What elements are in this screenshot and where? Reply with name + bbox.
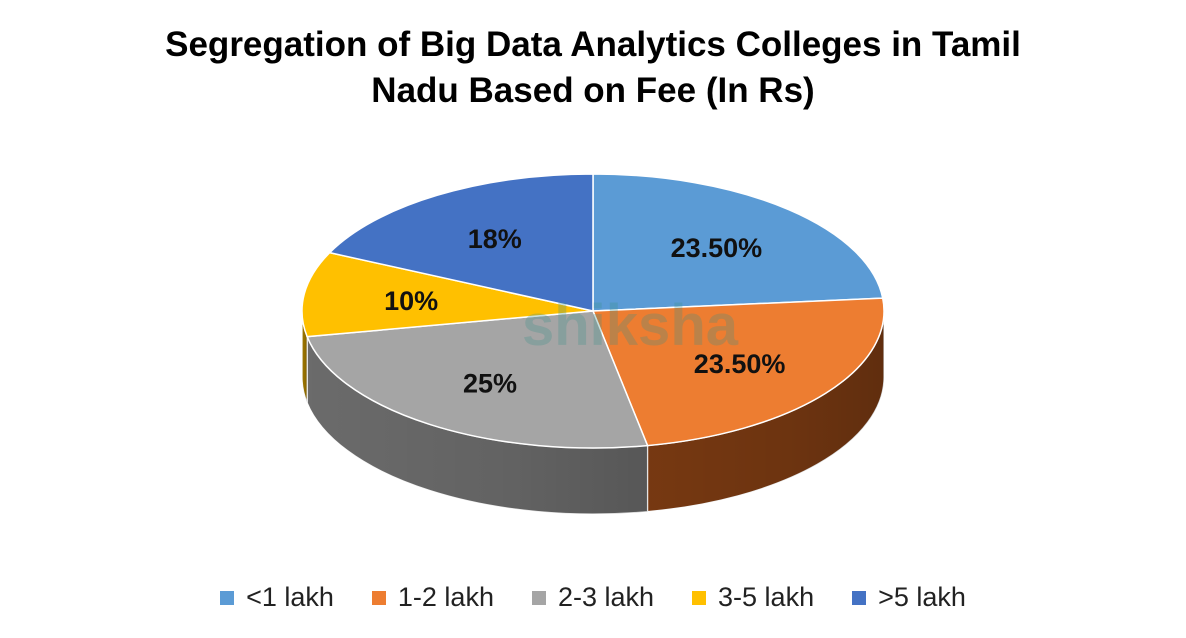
- legend-label-0: <1 lakh: [246, 582, 334, 612]
- chart-title-line-1: Segregation of Big Data Analytics Colleg…: [165, 25, 1021, 64]
- legend-item-2: 2-3 lakh: [531, 582, 655, 613]
- pie-side-2: [307, 336, 648, 515]
- pie-slice-4: [328, 173, 594, 312]
- legend-swatch-3: [692, 590, 707, 605]
- legend: <1 lakh 1-2 lakh 2-3 lakh 3-5 lakh >5 lakh: [0, 582, 1186, 613]
- pie-data-label-2: 25%: [463, 368, 517, 398]
- pie-sides: [301, 310, 885, 515]
- pie-data-label-1: 23.50%: [694, 349, 786, 379]
- legend-item-1: 1-2 lakh: [371, 582, 494, 613]
- pie-slice-0: [592, 173, 884, 312]
- pie-tops: [301, 173, 885, 449]
- pie-data-label-4: 18%: [468, 224, 522, 254]
- pie-data-label-3: 10%: [384, 286, 438, 316]
- legend-label-3: 3-5 lakh: [718, 582, 815, 612]
- legend-item-0: <1 lakh: [220, 582, 334, 613]
- legend-item-3: 3-5 lakh: [692, 582, 814, 613]
- legend-label-2: 2-3 lakh: [557, 582, 655, 612]
- pie-side-1: [647, 311, 884, 512]
- chart-title: Segregation of Big Data Analytics Colleg…: [0, 22, 1186, 114]
- legend-swatch-1: [371, 590, 386, 605]
- legend-item-4: >5 lakh: [852, 582, 966, 613]
- pie-data-label-0: 23.50%: [671, 233, 763, 263]
- legend-label-4: >5 lakh: [878, 582, 966, 612]
- legend-swatch-0: [220, 590, 235, 605]
- pie-slice-2: [306, 310, 649, 449]
- pie-slice-1: [591, 297, 885, 447]
- legend-label-1: 1-2 lakh: [397, 582, 494, 612]
- legend-swatch-4: [852, 590, 867, 605]
- pie-labels: 23.50% 23.50% 25% 10% 18%: [384, 224, 785, 398]
- chart-title-line-2: Nadu Based on Fee (In Rs): [371, 71, 815, 110]
- legend-swatch-2: [531, 590, 546, 605]
- pie-slice-3: [301, 251, 594, 338]
- watermark-text: shiksha: [522, 293, 739, 358]
